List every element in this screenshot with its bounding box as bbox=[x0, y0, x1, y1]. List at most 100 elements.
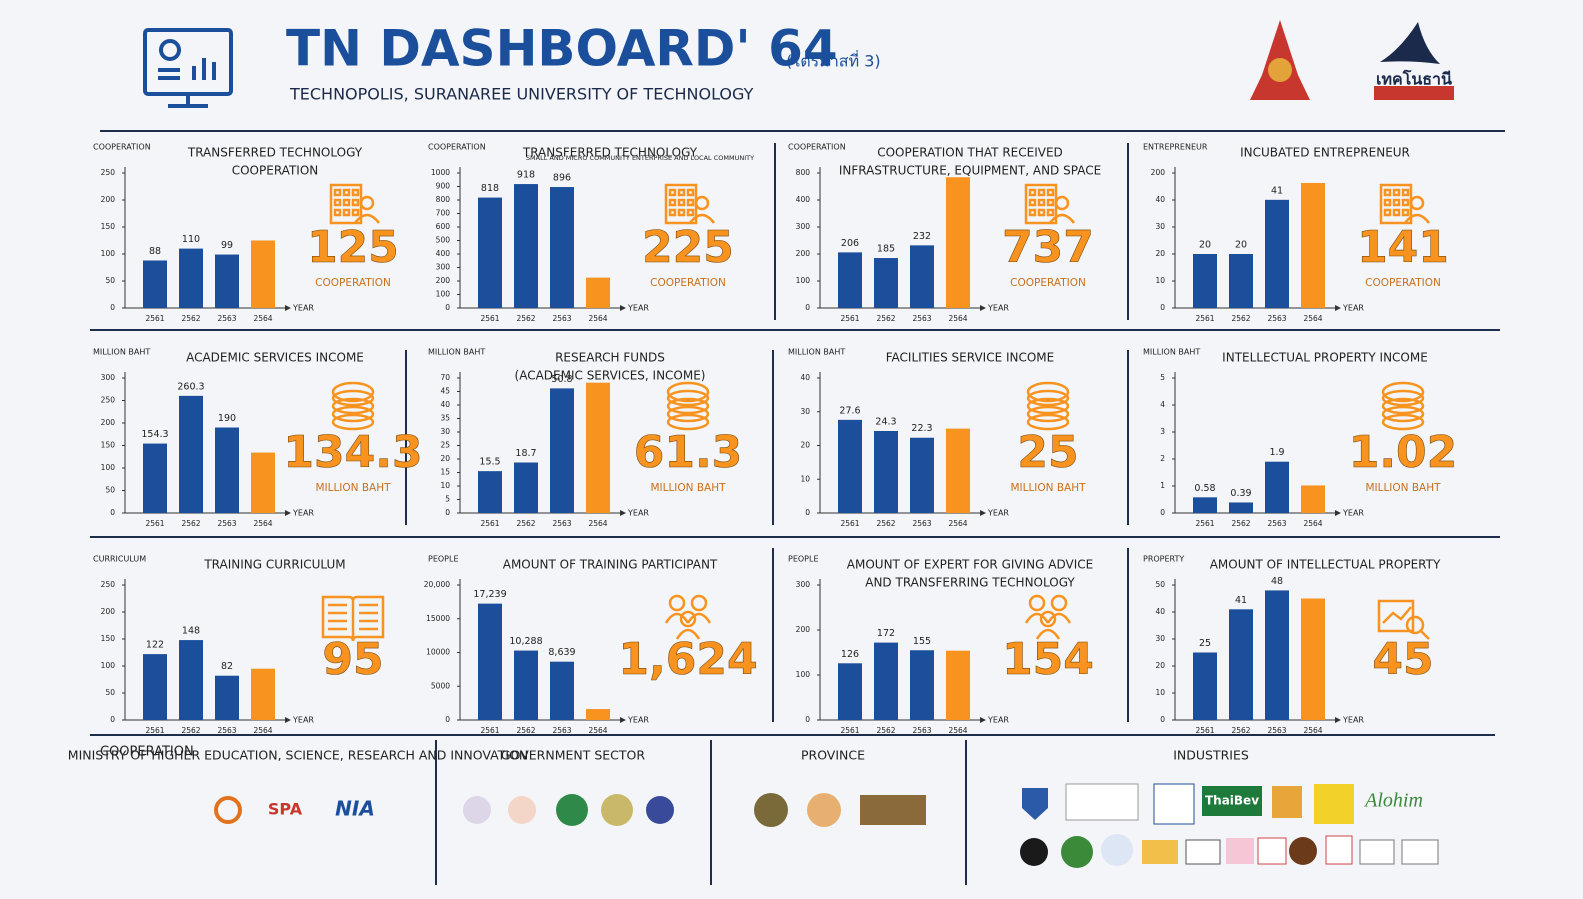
y-tick-label: 250 bbox=[101, 396, 116, 405]
quarter-label: (ไตรมาสที่ 3) bbox=[786, 50, 881, 71]
icon-part bbox=[1404, 213, 1430, 224]
x-tick-label: 2561 bbox=[145, 519, 164, 528]
y-tick-label: 5 bbox=[445, 495, 450, 504]
bar bbox=[251, 240, 275, 308]
y-tick-label: 0 bbox=[1160, 508, 1165, 517]
monitor-icon bbox=[143, 28, 233, 108]
logo-text: เทคโนธานี bbox=[1376, 69, 1452, 89]
icon-part bbox=[1026, 405, 1070, 423]
x-tick-label: 2562 bbox=[516, 726, 535, 735]
icon-part bbox=[668, 188, 677, 197]
x-tick-label: 2563 bbox=[552, 314, 571, 323]
y-axis-label: CURRICULUM bbox=[93, 555, 146, 564]
icon-part bbox=[1054, 195, 1070, 211]
icon-part bbox=[1046, 188, 1055, 197]
highlight-unit: MILLION BAHT bbox=[650, 482, 726, 494]
icon-part bbox=[1049, 213, 1075, 224]
chart-title: INCUBATED ENTREPRENEUR bbox=[1240, 146, 1410, 160]
chart-title: RESEARCH FUNDS bbox=[555, 351, 665, 365]
y-tick-label: 30 bbox=[440, 427, 450, 436]
y-tick-label: 40 bbox=[440, 400, 450, 409]
y-tick-label: 0 bbox=[445, 715, 450, 724]
y-tick-label: 150 bbox=[101, 441, 116, 450]
highlight-unit: MILLION BAHT bbox=[1365, 482, 1441, 494]
icon-part bbox=[1037, 198, 1046, 207]
highlight-value: 95 bbox=[322, 634, 383, 685]
highlight-value: 25 bbox=[1017, 427, 1078, 478]
bar bbox=[1301, 182, 1325, 308]
y-tick-label: 200 bbox=[796, 625, 811, 634]
y-tick-label: 400 bbox=[436, 249, 451, 258]
highlight-value: 225 bbox=[642, 222, 734, 273]
axis-arrow bbox=[285, 717, 291, 723]
x-tick-label: 2562 bbox=[1231, 726, 1250, 735]
y-tick-label: 10 bbox=[1155, 688, 1165, 697]
bar bbox=[1265, 590, 1289, 720]
icon-part bbox=[690, 594, 708, 612]
icon-part bbox=[1383, 198, 1392, 207]
x-tick-label: 2563 bbox=[217, 726, 236, 735]
y-tick-label: 800 bbox=[436, 195, 451, 204]
y-tick-label: 50 bbox=[105, 486, 115, 495]
highlight-value: 125 bbox=[307, 222, 399, 273]
value-label: 41 bbox=[1235, 595, 1247, 606]
x-tick-label: 2564 bbox=[948, 314, 967, 323]
value-label: 155 bbox=[913, 636, 931, 647]
y-tick-label: 100 bbox=[796, 276, 811, 285]
icon bbox=[1379, 183, 1430, 225]
y-axis-label: PROPERTY bbox=[1143, 555, 1184, 564]
icon-part bbox=[333, 208, 342, 217]
y-tick-label: 100 bbox=[101, 249, 116, 258]
axis-arrow bbox=[980, 305, 986, 311]
y-tick-label: 200 bbox=[101, 607, 116, 616]
y-tick-label: 200 bbox=[101, 418, 116, 427]
value-label: 24.3 bbox=[875, 416, 896, 427]
bar bbox=[550, 187, 574, 308]
icon-part bbox=[666, 389, 710, 407]
x-axis-label: YEAR bbox=[987, 304, 1009, 313]
icon bbox=[1024, 183, 1075, 225]
y-tick-label: 70 bbox=[440, 373, 450, 382]
y-axis-label: MILLION BAHT bbox=[788, 348, 845, 357]
y-tick-label: 150 bbox=[101, 634, 116, 643]
chart-subtitle: SMALL AND MICRO COMMUNITY ENTERPRISE AND… bbox=[526, 154, 754, 162]
x-tick-label: 2563 bbox=[912, 726, 931, 735]
value-label: 20 bbox=[1199, 240, 1211, 251]
highlight-value: 134.3 bbox=[283, 427, 422, 478]
partner-logos: SPA NIA ThaiBev Alohim bbox=[214, 783, 1439, 868]
icon-part bbox=[331, 397, 375, 415]
y-tick-label: 100 bbox=[101, 463, 116, 472]
highlight-value: 1,624 bbox=[618, 634, 757, 685]
y-tick-label: 0 bbox=[110, 715, 115, 724]
y-tick-label: 1000 bbox=[431, 168, 450, 177]
icon-part bbox=[1026, 397, 1070, 415]
cooperation-label: COOPERATION bbox=[100, 745, 194, 760]
value-label: 10,288 bbox=[509, 636, 542, 647]
chart-title: ACADEMIC SERVICES INCOME bbox=[186, 351, 364, 365]
x-tick-label: 2561 bbox=[145, 726, 164, 735]
y-tick-label: 20 bbox=[440, 454, 450, 463]
icon-part bbox=[1381, 397, 1425, 415]
highlight-unit: COOPERATION bbox=[1010, 277, 1086, 289]
chart-title: AND TRANSFERRING TECHNOLOGY bbox=[865, 576, 1075, 590]
x-axis-label: YEAR bbox=[292, 509, 314, 518]
y-tick-label: 0 bbox=[805, 715, 810, 724]
bar bbox=[478, 197, 502, 308]
x-tick-label: 2562 bbox=[1231, 314, 1250, 323]
x-axis-label: YEAR bbox=[1342, 304, 1364, 313]
y-tick-label: 50 bbox=[105, 276, 115, 285]
value-label: 232 bbox=[913, 231, 931, 242]
bar bbox=[179, 640, 203, 720]
axis-arrow bbox=[980, 510, 986, 516]
y-axis-label: MILLION BAHT bbox=[428, 348, 485, 357]
highlight-value: 1.02 bbox=[1349, 427, 1458, 478]
value-label: 206 bbox=[841, 238, 859, 249]
bar bbox=[143, 654, 167, 720]
icon-part bbox=[686, 208, 695, 217]
y-tick-label: 2 bbox=[1160, 454, 1165, 463]
y-tick-label: 200 bbox=[1151, 168, 1166, 177]
icon-part bbox=[1037, 208, 1046, 217]
y-tick-label: 0 bbox=[805, 303, 810, 312]
axis-arrow bbox=[1335, 305, 1341, 311]
icon-part bbox=[668, 594, 686, 612]
